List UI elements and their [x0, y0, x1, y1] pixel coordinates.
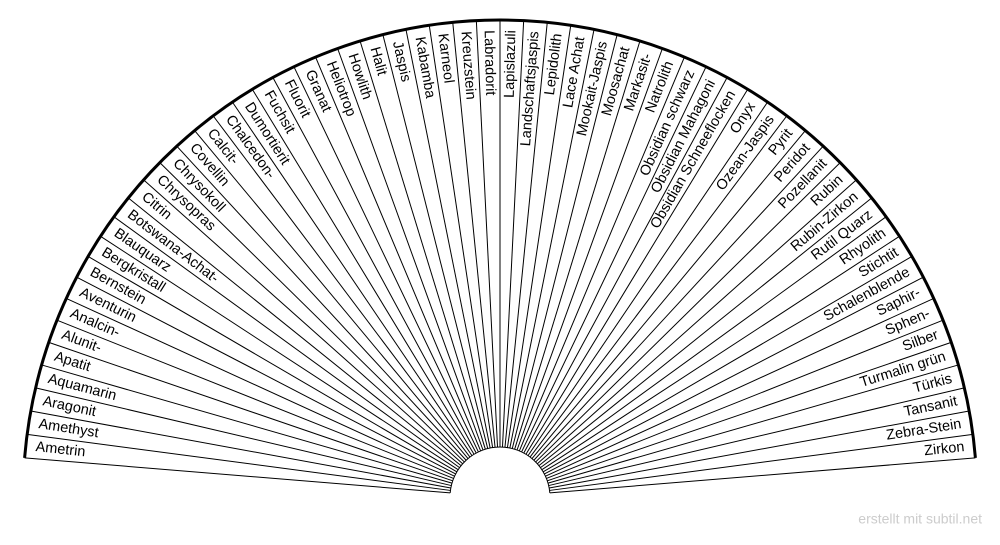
- sector-line: [511, 34, 618, 449]
- sector-line: [509, 29, 595, 449]
- sector-line: [382, 34, 489, 449]
- sector-line: [549, 457, 976, 494]
- sector-line: [540, 216, 887, 469]
- sector-line: [548, 387, 965, 487]
- sector-label: Apatit: [52, 349, 92, 375]
- sector-line: [475, 20, 499, 448]
- sector-line: [529, 115, 788, 458]
- sector-line: [87, 255, 458, 473]
- sector-line: [504, 22, 548, 448]
- sector-line: [546, 319, 944, 479]
- sector-line: [30, 410, 451, 489]
- sector-line: [359, 40, 486, 450]
- sector-label: Kreuzstein: [457, 31, 478, 101]
- sector-label: Landschaftsjaspis: [518, 31, 543, 147]
- sector-line: [547, 364, 959, 484]
- sector-line: [212, 115, 471, 458]
- sector-line: [41, 364, 453, 484]
- sector-label: Ametrin: [35, 439, 86, 460]
- sector-line: [547, 341, 952, 482]
- sector-line: [531, 130, 806, 459]
- sector-line: [48, 341, 453, 482]
- sector-line: [405, 29, 491, 449]
- sector-line: [35, 387, 452, 487]
- sector-line: [452, 22, 496, 448]
- sector-line: [56, 319, 454, 479]
- sector-line: [542, 255, 913, 473]
- sector-line: [523, 77, 728, 454]
- sector-line: [544, 276, 924, 475]
- sector-line: [159, 162, 465, 463]
- inner-arc: [449, 446, 551, 493]
- sector-label: Jaspis: [389, 40, 414, 84]
- sector-line: [541, 235, 900, 471]
- sector-line: [535, 162, 841, 463]
- sector-label: Kabamba: [412, 36, 439, 101]
- sector-label: Lapislazuli: [502, 30, 520, 98]
- sector-line: [128, 197, 462, 467]
- sector-line: [525, 89, 749, 455]
- sector-line: [428, 25, 494, 448]
- sector-line: [143, 179, 463, 465]
- sector-line: [521, 66, 707, 453]
- footer: erstellt mit subtil.net: [858, 511, 982, 527]
- sector-line: [527, 101, 768, 456]
- sector-label: Lepidolith: [542, 33, 566, 97]
- sector-line: [516, 48, 663, 451]
- sector-line: [518, 56, 685, 452]
- sector-line: [232, 101, 473, 456]
- sector-line: [100, 235, 459, 471]
- sector-line: [24, 457, 451, 494]
- sector-line: [315, 56, 482, 452]
- sector-label: Karneol: [434, 33, 456, 85]
- sector-line: [27, 433, 451, 491]
- sector-line: [537, 179, 857, 465]
- sector-label: Zirkon: [923, 439, 965, 459]
- sector-label: Labradorit: [481, 30, 499, 96]
- sector-line: [76, 276, 456, 475]
- sector-line: [533, 145, 824, 461]
- sector-line: [501, 20, 525, 448]
- sector-line: [337, 48, 484, 451]
- sector-line: [113, 216, 460, 469]
- sector-line: [506, 25, 572, 448]
- sector-line: [545, 297, 934, 477]
- sector-line: [251, 89, 475, 455]
- sector-line: [66, 297, 455, 477]
- sector-line: [194, 130, 469, 459]
- sector-label: Türkis: [912, 371, 954, 396]
- sector-label: Tansanit: [903, 393, 959, 420]
- outer-arc: [23, 18, 977, 459]
- sector-line: [176, 145, 467, 461]
- sector-line: [514, 40, 641, 450]
- sector-line: [272, 77, 477, 454]
- sector-line: [549, 410, 970, 489]
- sector-label: Halit: [367, 45, 390, 77]
- sector-label: Amethyst: [37, 416, 99, 441]
- sector-line: [549, 433, 973, 491]
- sector-line: [538, 197, 872, 467]
- sector-line: [293, 66, 479, 453]
